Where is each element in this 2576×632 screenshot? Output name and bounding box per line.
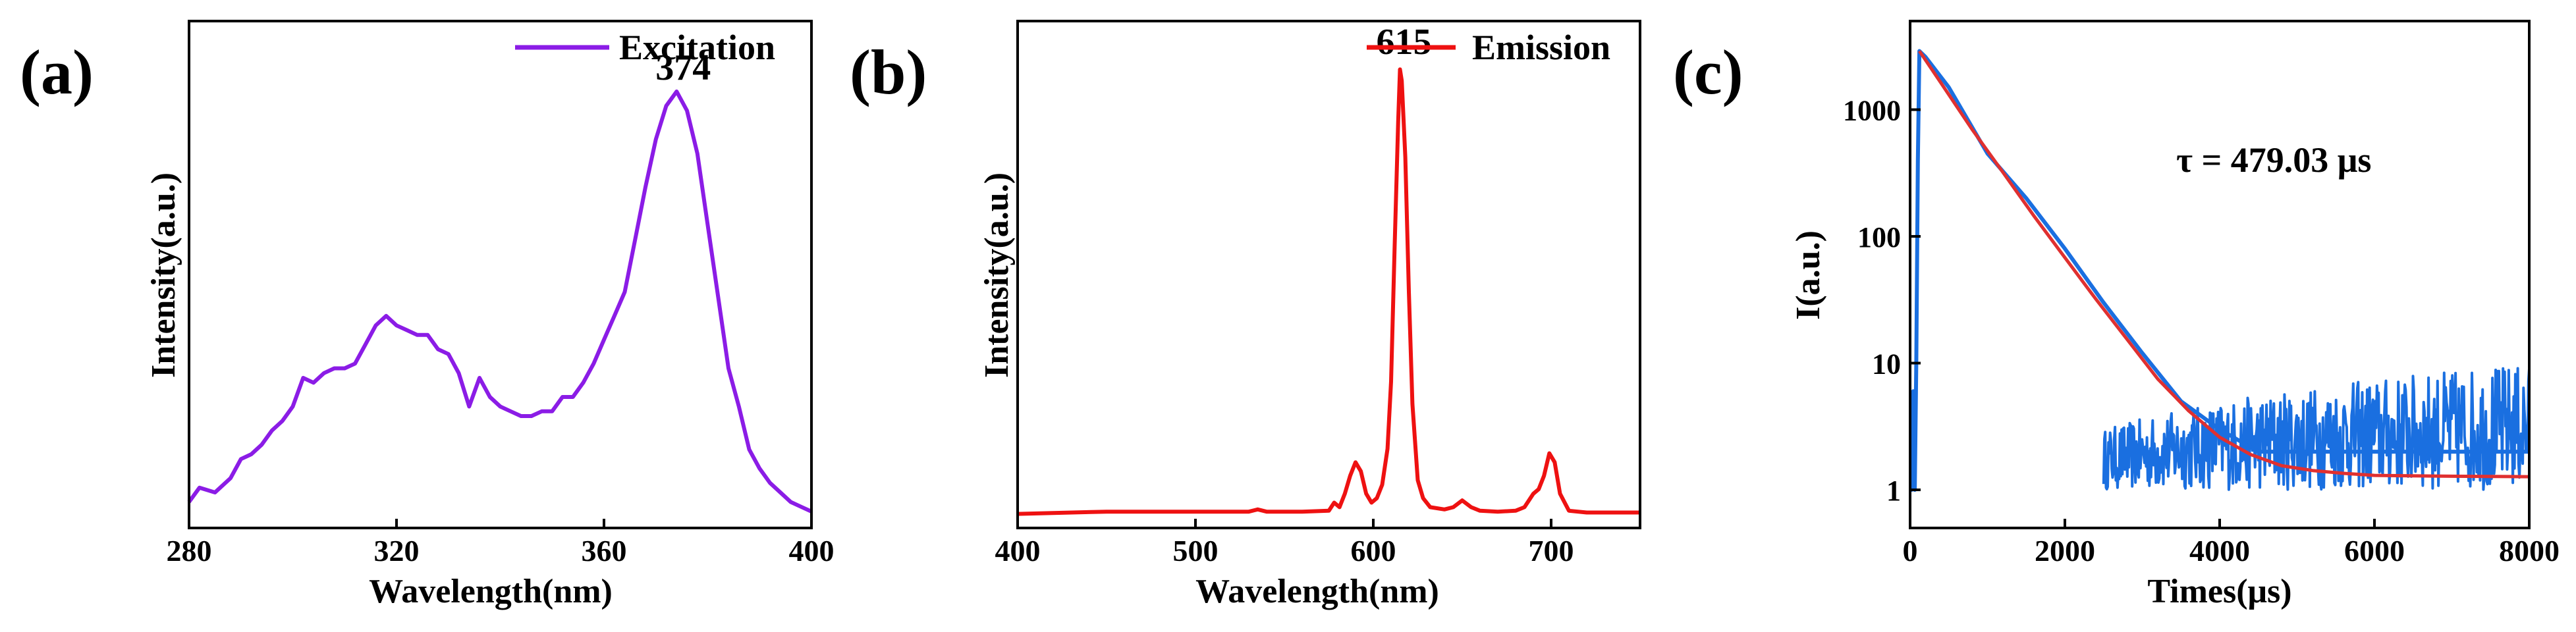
panel-c-ytick-label: 100 bbox=[1857, 221, 1901, 253]
panel-c-xtick-label: 6000 bbox=[2344, 534, 2405, 567]
panel-a-xtick-label: 320 bbox=[374, 534, 420, 567]
panel-b-legend-label: Emission bbox=[1472, 28, 1610, 67]
panel-b-ylabel: Intensity(a.u.) bbox=[978, 172, 1016, 378]
panel-c-ytick-label: 10 bbox=[1872, 348, 1901, 381]
panel-c-fit-line bbox=[1918, 50, 2530, 479]
panel-b-label: (b) bbox=[850, 37, 927, 107]
panel-c-ytick-label: 1 bbox=[1886, 475, 1901, 507]
panel-c: (c) I(a.u.) Times(μs) 0 2000 4000 6000 8000 1… bbox=[1673, 20, 2560, 610]
panel-a-frame bbox=[188, 20, 813, 529]
panel-c-xtick-label: 8000 bbox=[2499, 534, 2560, 567]
panel-c-frame bbox=[1909, 20, 2531, 529]
panel-b-peak-label: 615 bbox=[1377, 22, 1432, 63]
panel-c-decay-data-line bbox=[1909, 49, 2529, 492]
panel-a-xtick-label: 280 bbox=[167, 534, 212, 567]
panel-c-xtick-label: 4000 bbox=[2189, 534, 2250, 567]
panel-c-xtick-label: 0 bbox=[1903, 534, 1918, 567]
panel-b-frame bbox=[1016, 20, 1641, 529]
panel-a-ylabel: Intensity(a.u.) bbox=[145, 172, 182, 378]
panel-a-xtick-label: 400 bbox=[789, 534, 835, 567]
panel-b-xlabel: Wavelength(nm) bbox=[1195, 573, 1439, 610]
panel-a-xlabel: Wavelength(nm) bbox=[369, 573, 613, 610]
panel-b-xtick-label: 400 bbox=[995, 534, 1041, 567]
panel-c-xlabel: Times(μs) bbox=[2147, 573, 2291, 610]
panel-c-xtick-label: 2000 bbox=[2035, 534, 2095, 567]
panel-c-ylabel: I(a.u.) bbox=[1790, 230, 1827, 320]
panel-a-label: (a) bbox=[20, 37, 94, 107]
panel-a-xtick-label: 360 bbox=[582, 534, 627, 567]
panel-b-xtick-label: 500 bbox=[1173, 534, 1219, 567]
panel-a: (a) Intensity(a.u.) Wavelength(nm) 280 32… bbox=[20, 20, 835, 610]
panel-c-ytick-label: 1000 bbox=[1843, 95, 1901, 127]
panel-a-legend-label: Excitation bbox=[619, 28, 775, 67]
panel-a-peak-label: 374 bbox=[655, 47, 711, 88]
panel-a-excitation-line bbox=[187, 90, 813, 514]
panel-b-xtick-label: 700 bbox=[1529, 534, 1574, 567]
panel-c-lifetime-annotation: τ = 479.03 μs bbox=[2176, 140, 2371, 180]
panel-c-label: (c) bbox=[1673, 37, 1743, 107]
panel-b-emission-line bbox=[1017, 67, 1640, 516]
panel-b-xtick-label: 600 bbox=[1351, 534, 1396, 567]
panel-b: (b) Intensity(a.u.) Wavelength(nm) 400 50… bbox=[850, 20, 1641, 610]
